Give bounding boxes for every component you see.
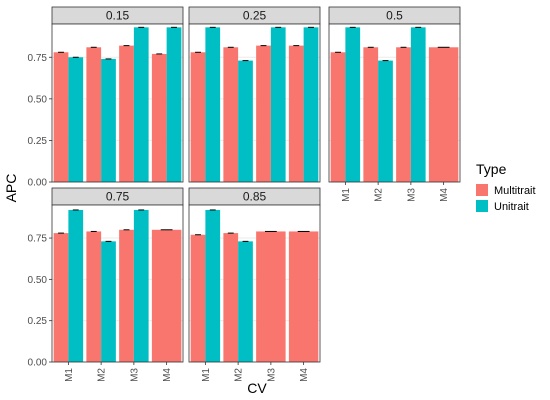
bar-unitrait — [101, 241, 116, 362]
y-tick-label: 0.50 — [28, 275, 48, 286]
x-tick-label: M3 — [266, 368, 277, 382]
x-tick-label: M1 — [201, 368, 212, 382]
bar-multitrait — [288, 231, 319, 362]
facet-strip-label: 0.25 — [243, 9, 267, 23]
facet-panel: 0.75 0.00 0.25 0.50 0.75 M1 M2 M3 M4 — [28, 187, 184, 382]
bar-unitrait — [378, 60, 393, 182]
bar-multitrait — [86, 231, 102, 362]
panel-border — [51, 204, 184, 363]
x-tick-label: M2 — [374, 188, 385, 202]
facet-strip-label: 0.75 — [106, 190, 130, 204]
y-axis-title: APC — [3, 174, 19, 203]
bar-multitrait — [363, 47, 379, 182]
y-tick-label: 0.50 — [28, 94, 48, 105]
bar-unitrait — [68, 209, 84, 362]
bar-multitrait — [86, 47, 102, 182]
facet-strip-label: 0.15 — [106, 9, 130, 23]
bar-multitrait — [119, 229, 134, 362]
bar-multitrait — [256, 45, 271, 183]
panel-border — [188, 23, 321, 183]
legend-swatch-unitrait — [476, 200, 488, 212]
bar-unitrait — [303, 27, 319, 183]
y-tick-label: 0.75 — [28, 234, 48, 245]
bar-unitrait — [238, 60, 253, 182]
facet-panel: 0.5 M1 M2 M3 M4 — [328, 6, 461, 202]
facet-panel: 0.25 — [188, 6, 321, 183]
panel-border — [51, 23, 184, 183]
bar-unitrait — [205, 27, 221, 183]
x-tick-label: M1 — [64, 368, 75, 382]
y-tick-label: 0.75 — [28, 53, 48, 64]
bar-multitrait — [223, 233, 239, 362]
bar-unitrait — [133, 209, 149, 362]
facet-strip-label: 0.5 — [386, 9, 403, 23]
y-tick-label: 0.00 — [28, 178, 48, 189]
facet-strip-label: 0.85 — [243, 190, 267, 204]
x-tick-label: M4 — [439, 188, 450, 202]
bar-unitrait — [345, 27, 361, 183]
legend: Type Multitrait Unitrait — [476, 161, 536, 213]
bar-unitrait — [238, 241, 253, 362]
bar-multitrait — [288, 45, 304, 183]
bar-multitrait — [53, 233, 69, 362]
x-tick-label: M4 — [162, 368, 173, 382]
bar-multitrait — [428, 47, 459, 182]
legend-title: Type — [476, 161, 507, 177]
panels: 0.150.000.250.500.750.25 0.5M1 M2 M3 M40.750… — [28, 6, 461, 382]
x-axis-title: CV — [247, 380, 267, 396]
x-tick-label: M2 — [97, 368, 108, 382]
y-tick-label: 0.00 — [28, 358, 48, 369]
bar-multitrait — [119, 45, 134, 183]
legend-label-unitrait: Unitrait — [494, 201, 529, 213]
bar-multitrait — [151, 229, 182, 362]
bar-multitrait — [190, 52, 206, 183]
bar-unitrait — [133, 27, 149, 183]
legend-label-multitrait: Multitrait — [494, 185, 536, 197]
x-tick-label: M1 — [341, 188, 352, 202]
bar-multitrait — [53, 52, 69, 183]
bar-unitrait — [270, 27, 286, 183]
bar-multitrait — [396, 47, 411, 182]
facet-panel: 0.15 0.00 0.25 0.50 0.75 — [28, 6, 184, 189]
bar-multitrait — [190, 234, 206, 362]
axes: APC CV — [3, 174, 267, 396]
x-tick-label: M2 — [234, 368, 245, 382]
bar-unitrait — [410, 27, 426, 183]
bar-unitrait — [205, 209, 221, 362]
bar-multitrait — [330, 52, 346, 183]
x-tick-label: M4 — [299, 368, 310, 382]
bar-unitrait — [166, 27, 182, 183]
bar-multitrait — [256, 231, 286, 362]
y-tick-label: 0.25 — [28, 316, 48, 327]
bar-unitrait — [68, 57, 84, 183]
bar-unitrait — [101, 58, 116, 182]
panel-border — [328, 23, 461, 183]
panel-border — [188, 204, 321, 363]
x-tick-label: M3 — [129, 368, 140, 382]
legend-swatch-multitrait — [476, 184, 488, 196]
bar-multitrait — [151, 53, 167, 182]
facet-panel: 0.85 M1 M2 M3 M4 — [188, 187, 321, 382]
y-tick-label: 0.25 — [28, 136, 48, 147]
x-tick-label: M3 — [406, 188, 417, 202]
bar-multitrait — [223, 47, 239, 182]
